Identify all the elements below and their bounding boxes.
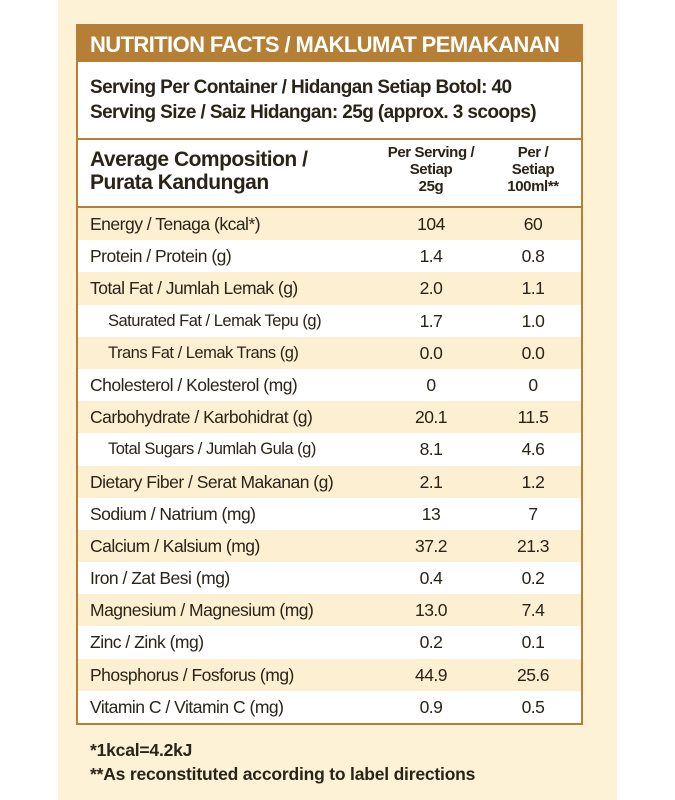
nutrient-label: Cholesterol / Kolesterol (mg)	[90, 374, 298, 395]
per-100ml-value: 25.6	[516, 664, 550, 685]
composition-header-line: Average Composition /	[90, 148, 308, 171]
per-100ml-value: 4.6	[521, 439, 545, 460]
serving-size: Serving Size / Saiz Hidangan: 25g (appro…	[90, 102, 537, 123]
per-serving-header: Per Serving / Setiap 25g	[377, 140, 485, 206]
nutrient-label: Magnesium / Magnesium (mg)	[90, 600, 314, 621]
nutrient-label: Energy / Tenaga (kcal*)	[90, 214, 261, 234]
table-row: Dietary Fiber / Serat Makanan (g) 2.1 1.2	[78, 465, 581, 498]
per-serving-value: 37.2	[414, 535, 448, 556]
table-row: Protein / Protein (g) 1.4 0.8	[78, 240, 581, 272]
nutrient-label: Carbohydrate / Karbohidrat (g)	[90, 407, 313, 428]
per-serving-value: 0.2	[419, 632, 443, 653]
per-serving-value: 2.0	[419, 278, 443, 299]
per-serving-value: 0.9	[419, 696, 443, 717]
per-100ml-value: 1.1	[521, 278, 545, 299]
per-100ml-value: 60	[523, 214, 543, 234]
per-serving-value: 0.4	[419, 568, 443, 589]
table-row: Energy / Tenaga (kcal*) 104 60	[78, 208, 581, 241]
table-row: Iron / Zat Besi (mg) 0.4 0.2	[78, 562, 581, 594]
nutrient-label: Total Sugars / Jumlah Gula (g)	[108, 440, 316, 459]
composition-header: Average Composition / Purata Kandungan	[78, 140, 377, 206]
per-serving-value: 1.4	[419, 246, 443, 267]
table-row: Carbohydrate / Karbohidrat (g) 20.1 11.5	[78, 401, 581, 434]
nutrient-label: Phosphorus / Fosforus (mg)	[90, 664, 294, 685]
table-row: Sodium / Natrium (mg) 13 7	[78, 498, 581, 530]
per-100ml-value: 1.2	[521, 471, 545, 492]
per-serving-value: 2.1	[419, 471, 443, 492]
serving-per-container: Serving Per Container / Hidangan Setiap …	[90, 77, 512, 98]
composition-header-line: Purata Kandungan	[90, 171, 269, 194]
per-100ml-header: Per / Setiap 100ml**	[485, 140, 581, 206]
nutrient-label: Trans Fat / Lemak Trans (g)	[108, 343, 299, 362]
nutrient-label: Iron / Zat Besi (mg)	[90, 568, 230, 589]
footnote-kcal: *1kcal=4.2kJ	[90, 740, 193, 760]
per-100ml-value: 0.5	[521, 696, 545, 717]
per-serving-header-line: Setiap	[409, 161, 453, 178]
per-100ml-header-line: 100ml**	[507, 178, 559, 195]
per-100ml-header-line: Per /	[517, 144, 549, 161]
table-row: Total Sugars / Jumlah Gula (g) 8.1 4.6	[78, 433, 581, 465]
table-row: Saturated Fat / Lemak Tepu (g) 1.7 1.0	[78, 305, 581, 337]
per-100ml-value: 11.5	[517, 407, 549, 428]
per-100ml-value: 0.8	[521, 246, 545, 267]
per-serving-value: 104	[417, 214, 445, 234]
nutrient-label: Saturated Fat / Lemak Tepu (g)	[108, 311, 322, 330]
table-row: Calcium / Kalsium (mg) 37.2 21.3	[78, 529, 581, 563]
table-row: Trans Fat / Lemak Trans (g) 0.0 0.0	[78, 336, 581, 369]
per-100ml-value: 7	[528, 503, 538, 524]
nutrient-label: Vitamin C / Vitamin C (mg)	[90, 696, 284, 717]
per-serving-value: 13	[421, 503, 441, 524]
table-row: Total Fat / Jumlah Lemak (g) 2.0 1.1	[78, 272, 581, 305]
per-100ml-value: 21.3	[516, 535, 550, 556]
table-row: Phosphorus / Fosforus (mg) 44.9 25.6	[78, 658, 581, 691]
nutrient-label: Sodium / Natrium (mg)	[90, 503, 256, 524]
per-100ml-header-line: Setiap	[511, 161, 555, 178]
per-serving-header-line: 25g	[418, 178, 444, 195]
nutrient-label: Total Fat / Jumlah Lemak (g)	[90, 278, 298, 299]
per-serving-value: 44.9	[414, 664, 448, 685]
per-100ml-value: 0.1	[521, 632, 545, 653]
table-row: Cholesterol / Kolesterol (mg) 0 0	[78, 369, 581, 401]
nutrient-table: Energy / Tenaga (kcal*) 104 60 Protein / Pr…	[78, 208, 581, 723]
table-row: Vitamin C / Vitamin C (mg) 0.9 0.5	[78, 691, 581, 723]
nutrient-label: Calcium / Kalsium (mg)	[90, 535, 260, 556]
panel-title: NUTRITION FACTS / MAKLUMAT PEMAKANAN	[78, 26, 581, 62]
per-serving-value: 8.1	[419, 439, 443, 460]
nutrient-label: Protein / Protein (g)	[90, 246, 232, 267]
table-row: Zinc / Zink (mg) 0.2 0.1	[78, 626, 581, 658]
per-100ml-value: 0.0	[521, 342, 545, 363]
per-serving-header-line: Per Serving /	[387, 144, 475, 161]
per-serving-value: 13.0	[414, 600, 448, 621]
serving-info: Serving Per Container / Hidangan Setiap …	[78, 62, 581, 140]
nutrition-facts-panel: NUTRITION FACTS / MAKLUMAT PEMAKANAN Ser…	[76, 24, 583, 725]
per-100ml-value: 1.0	[521, 310, 545, 331]
per-serving-value: 20.1	[414, 407, 448, 428]
footnotes: *1kcal=4.2kJ **As reconstituted accordin…	[90, 738, 475, 786]
per-serving-value: 0.0	[419, 342, 443, 363]
per-serving-value: 0	[426, 374, 436, 395]
nutrient-label: Dietary Fiber / Serat Makanan (g)	[90, 471, 334, 492]
per-serving-value: 1.7	[419, 310, 443, 331]
nutrient-label: Zinc / Zink (mg)	[90, 632, 204, 653]
table-row: Magnesium / Magnesium (mg) 13.0 7.4	[78, 594, 581, 627]
per-100ml-value: 0.2	[521, 568, 545, 589]
per-100ml-value: 7.4	[521, 600, 545, 621]
footnote-reconstituted: **As reconstituted according to label di…	[90, 764, 476, 784]
per-100ml-value: 0	[528, 374, 538, 395]
column-headers: Average Composition / Purata Kandungan P…	[78, 140, 581, 208]
